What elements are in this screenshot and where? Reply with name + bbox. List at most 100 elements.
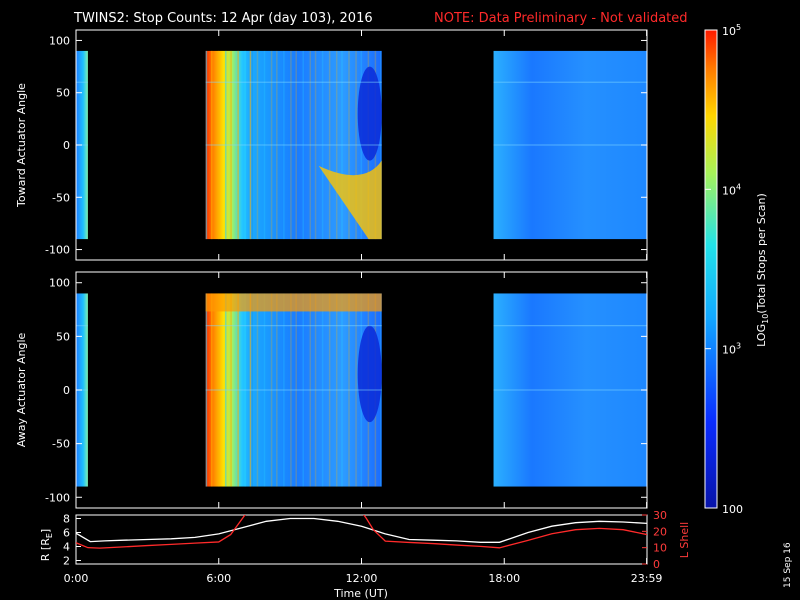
toward-hot-wedge xyxy=(318,160,382,240)
toward-streak xyxy=(237,50,239,240)
away-streak xyxy=(225,293,227,487)
away-streak xyxy=(205,293,208,487)
away-streak xyxy=(321,293,324,487)
lshell-axis-label: L Shell xyxy=(678,522,691,558)
away-streak xyxy=(341,293,343,487)
toward-streak xyxy=(205,50,208,240)
toward-y-axis-label: Toward Actuator Angle xyxy=(15,83,28,208)
toward-streak xyxy=(283,50,285,240)
away-streak xyxy=(355,293,357,487)
toward-streak xyxy=(270,50,273,240)
radius-tick-label: 8 xyxy=(63,513,70,526)
toward-streak xyxy=(335,50,338,240)
away-streak xyxy=(348,293,350,487)
time-tick-label: 0:00 xyxy=(64,572,89,585)
toward-streak xyxy=(314,50,317,240)
lshell-series-line xyxy=(76,515,647,549)
away-streak xyxy=(295,293,297,487)
away-y-tick-label: 50 xyxy=(56,330,70,343)
away-streak xyxy=(244,293,246,487)
away-streak xyxy=(283,293,285,487)
away-streak xyxy=(270,293,273,487)
away-streak xyxy=(290,293,292,487)
away-streak xyxy=(309,293,312,487)
orbit-lines xyxy=(76,515,647,549)
radius-tick-label: 6 xyxy=(63,527,70,540)
time-tick-label: 18:00 xyxy=(488,572,520,585)
toward-streak xyxy=(276,50,278,240)
away-streak xyxy=(256,293,259,487)
toward-streak xyxy=(321,50,324,240)
toward-streak xyxy=(230,50,232,240)
time-tick-label: 23:59 xyxy=(631,572,663,585)
toward-y-tick-label: 50 xyxy=(56,87,70,100)
colorbar-tick-label: 103 xyxy=(722,342,741,357)
away-data-block xyxy=(493,293,647,487)
away-streak xyxy=(210,293,213,487)
away-heatmap-panel xyxy=(76,293,647,487)
away-streak xyxy=(314,293,317,487)
toward-data-block-hot xyxy=(205,50,253,240)
toward-streak xyxy=(225,50,227,240)
away-y-tick-label: 0 xyxy=(63,384,70,397)
away-hot-band xyxy=(205,293,382,312)
toward-streak xyxy=(355,50,357,240)
toward-streak xyxy=(263,50,266,240)
away-streak xyxy=(249,293,252,487)
chart-title: TWINS2: Stop Counts: 12 Apr (day 103), 2… xyxy=(73,11,373,26)
toward-streak xyxy=(379,50,382,240)
colorbar-tick-label: 100 xyxy=(722,503,743,516)
toward-streak xyxy=(348,50,350,240)
lshell-tick-label: 30 xyxy=(653,509,667,522)
away-y-axis-label: Away Actuator Angle xyxy=(15,332,28,447)
time-tick-label: 6:00 xyxy=(206,572,231,585)
toward-low-lobe xyxy=(357,66,382,161)
lshell-tick-label: 0 xyxy=(653,558,660,571)
away-data-block-hot xyxy=(205,293,253,487)
toward-streak xyxy=(217,50,220,240)
preliminary-note: NOTE: Data Preliminary - Not validated xyxy=(434,11,688,26)
colorbar xyxy=(705,30,717,508)
toward-heatmap-panel xyxy=(76,50,647,240)
toward-streak xyxy=(328,50,331,240)
radius-tick-label: 2 xyxy=(63,555,70,568)
toward-streak xyxy=(302,50,304,240)
toward-y-tick-label: -50 xyxy=(52,191,70,204)
toward-y-tick-label: 100 xyxy=(49,34,70,47)
away-streak xyxy=(276,293,278,487)
away-streak xyxy=(263,293,266,487)
away-low-lobe xyxy=(357,325,382,423)
toward-streak xyxy=(341,50,343,240)
lshell-tick-label: 10 xyxy=(653,542,667,555)
toward-streak xyxy=(210,50,213,240)
toward-streak xyxy=(256,50,259,240)
away-streak xyxy=(335,293,338,487)
away-y-tick-label: 100 xyxy=(49,277,70,290)
away-y-tick-label: -100 xyxy=(45,491,70,504)
colorbar-tick-label: 105 xyxy=(722,23,741,38)
colorbar-label: LOG10(Total Stops per Scan) xyxy=(755,193,770,347)
toward-streak xyxy=(249,50,252,240)
toward-streak xyxy=(295,50,297,240)
toward-streak xyxy=(309,50,312,240)
radius-tick-label: 4 xyxy=(63,541,70,554)
away-streak xyxy=(328,293,331,487)
date-stamp: 15 Sep 16 xyxy=(783,542,793,588)
away-streak xyxy=(217,293,220,487)
toward-streak xyxy=(290,50,292,240)
toward-y-tick-label: -100 xyxy=(45,244,70,257)
x-axis-label: Time (UT) xyxy=(333,587,388,600)
away-streak xyxy=(230,293,232,487)
toward-y-tick-label: 0 xyxy=(63,139,70,152)
radius-axis-label: R [RE] xyxy=(39,529,54,561)
away-streak xyxy=(237,293,239,487)
radius-series-line xyxy=(76,517,647,543)
colorbar-tick-label: 104 xyxy=(722,182,741,197)
toward-streak xyxy=(244,50,246,240)
away-y-tick-label: -50 xyxy=(52,438,70,451)
away-streak xyxy=(302,293,304,487)
toward-data-block xyxy=(493,50,647,240)
time-tick-label: 12:00 xyxy=(346,572,378,585)
lshell-tick-label: 20 xyxy=(653,525,667,538)
